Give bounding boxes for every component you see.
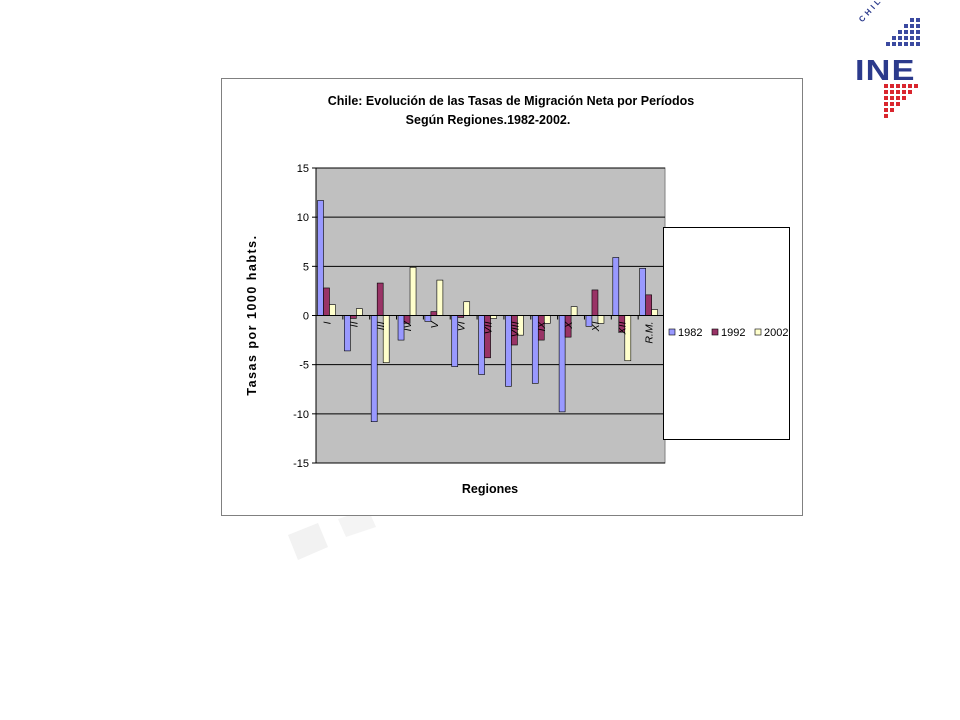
chart-title: Chile: Evolución de las Tasas de Migraci… — [328, 94, 695, 108]
bar-2002-ii — [356, 308, 363, 316]
y-tick-labels: 15 10 5 0 -5 -10 -15 — [293, 163, 309, 470]
legend-label-2002: 2002 — [764, 327, 788, 339]
bar-2002-x — [570, 306, 578, 316]
bar-chart: Chile: Evolución de las Tasas de Migraci… — [245, 94, 695, 496]
logo-grid-icon — [884, 18, 920, 118]
x-tick-label: XI — [590, 321, 602, 332]
bar-1982-v — [424, 315, 432, 322]
logo-text: INE — [855, 55, 916, 87]
bar-1982-x — [558, 315, 566, 413]
bar-1992-xi — [591, 289, 599, 316]
legend-swatch-1992 — [711, 328, 719, 336]
y-tick-label: 5 — [303, 261, 309, 273]
x-tick-label: IV — [402, 321, 414, 332]
bar-1982-ii — [344, 315, 351, 352]
x-tick-label: IX — [536, 321, 548, 332]
x-tick-label: VI — [456, 321, 468, 331]
y-tick-label: 15 — [297, 163, 309, 175]
y-axis-label: Tasas por 1000 habts. — [245, 234, 259, 395]
legend-label-1992: 1992 — [721, 327, 745, 339]
legend-label-1982: 1982 — [678, 327, 702, 339]
x-tick-labels: I II III IV V VI VII VIII IX X XI XII R.M. — [321, 321, 655, 344]
x-tick-label: II — [348, 321, 360, 327]
legend-swatch-1982 — [668, 328, 676, 336]
bar-2002-v — [436, 279, 444, 316]
x-tick-label: VIII — [509, 321, 521, 337]
x-tick-label: X — [563, 321, 575, 330]
x-tick-label: I — [321, 321, 333, 324]
bar-1992-iii — [376, 282, 384, 316]
x-axis-label: Regiones — [462, 482, 518, 496]
legend-entries: 1982 1992 2002 — [668, 327, 788, 339]
x-tick-label: III — [375, 321, 387, 330]
bar-1982-i — [317, 200, 324, 316]
bar-2002-i — [329, 304, 336, 316]
legend-swatch-2002 — [754, 328, 762, 336]
ine-logo — [848, 12, 948, 124]
bar-1992-v — [430, 311, 438, 316]
bars-group — [317, 200, 658, 422]
y-tick-label: 10 — [297, 212, 309, 224]
x-tick-label: R.M. — [644, 322, 656, 344]
bar-2002-rm — [651, 309, 658, 316]
chart-legend: 1982 1992 2002 — [663, 227, 790, 440]
y-tick-label: -15 — [293, 458, 309, 470]
bar-2002-iv — [409, 267, 417, 316]
bar-1982-iii — [370, 315, 378, 422]
bar-1992-i — [323, 287, 330, 316]
bar-1982-xii — [612, 257, 620, 316]
watermark-shape — [288, 509, 376, 560]
y-tick-label: 0 — [303, 311, 309, 323]
bar-1992-rm — [645, 294, 652, 316]
x-tick-label: V — [429, 321, 441, 329]
x-tick-label: XII — [617, 321, 629, 335]
y-tick-label: -10 — [293, 409, 309, 421]
y-tick-label: -5 — [299, 360, 309, 372]
chart-subtitle: Según Regiones.1982-2002. — [406, 113, 571, 127]
bar-1982-rm — [639, 268, 646, 316]
bar-2002-vi — [463, 301, 471, 316]
x-tick-label: VII — [483, 321, 495, 334]
